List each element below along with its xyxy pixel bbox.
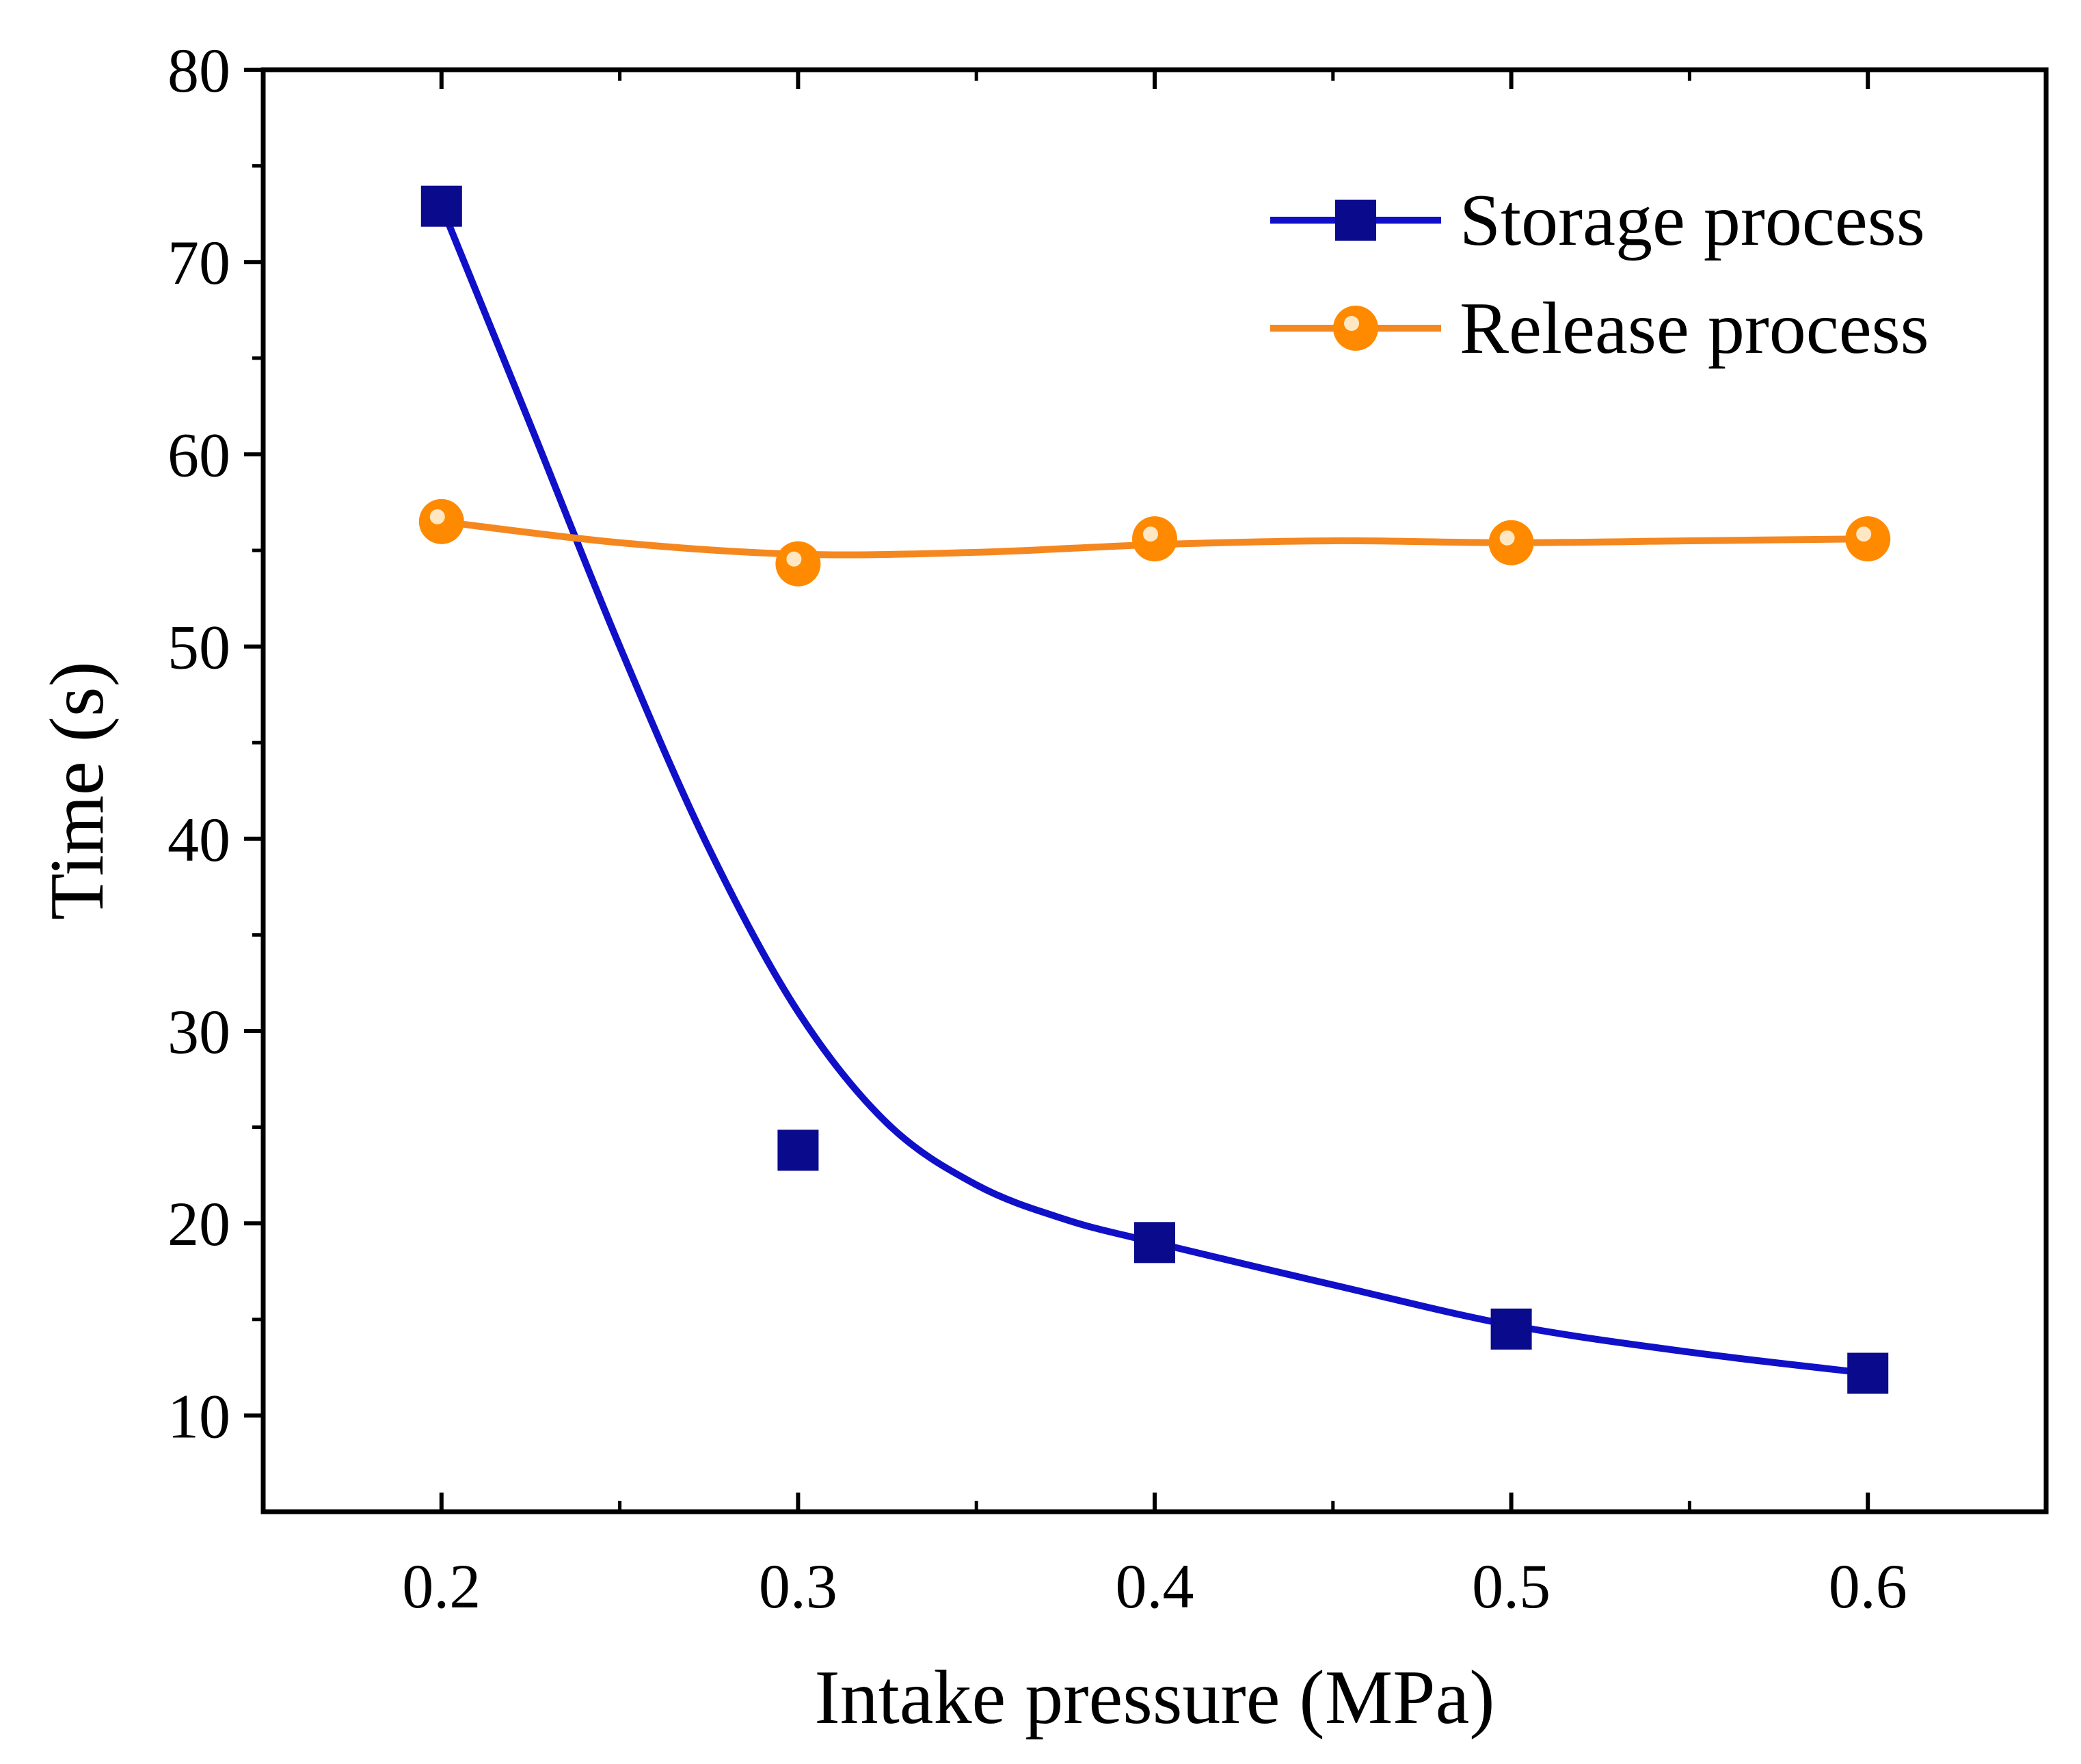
x-tick-label: 0.5 (1472, 1551, 1550, 1621)
storage-process-point (777, 1130, 819, 1171)
legend: Storage process Release process (1270, 180, 1929, 369)
legend-storage-process-marker (1335, 200, 1376, 241)
y-tick-label: 80 (167, 36, 230, 105)
storage-process-point (1847, 1352, 1889, 1394)
x-tick-label: 0.3 (759, 1551, 837, 1621)
release-process-point-highlight (429, 509, 445, 524)
release-process-point-highlight (786, 551, 802, 567)
y-tick-label: 50 (167, 613, 230, 682)
storage-process-point (1134, 1222, 1175, 1264)
x-tick-label: 0.4 (1116, 1551, 1194, 1621)
legend-release-process-label: Release process (1460, 288, 1929, 369)
y-tick-label: 30 (167, 997, 230, 1067)
y-tick-label: 40 (167, 805, 230, 874)
storage-process-point (1490, 1308, 1532, 1350)
y-tick-labels: 10 20 30 40 50 60 70 80 (167, 36, 230, 1451)
x-tick-label: 0.6 (1829, 1551, 1907, 1621)
x-axis-title: Intake pressure (MPa) (814, 1655, 1494, 1740)
legend-storage-process-label: Storage process (1460, 180, 1925, 261)
y-tick-label: 70 (167, 228, 230, 297)
series-markers (418, 185, 1891, 1394)
plot-frame (260, 67, 2049, 1514)
y-tick-label: 10 (167, 1381, 230, 1451)
x-tick-label: 0.2 (402, 1551, 481, 1621)
x-tick-labels: 0.2 0.3 0.4 0.5 0.6 (402, 1551, 1907, 1621)
release-process-point-highlight (1856, 526, 1872, 542)
release-process-point-highlight (1143, 526, 1158, 542)
y-tick-label: 60 (167, 420, 230, 490)
y-axis-title: Time (s) (35, 661, 120, 920)
legend-release-process-marker-highlight (1344, 316, 1359, 331)
release-process-point-highlight (1499, 530, 1515, 546)
storage-process-point (420, 185, 462, 227)
y-tick-label: 20 (167, 1189, 230, 1259)
